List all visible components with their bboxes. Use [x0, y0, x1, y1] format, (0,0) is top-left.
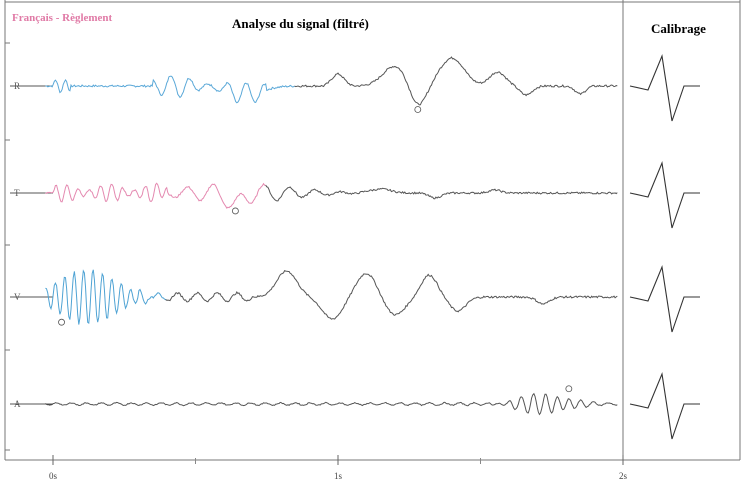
language-links: Français - Règlement [12, 12, 112, 24]
calibration-pulse-V [629, 264, 700, 333]
trace-V [165, 269, 618, 320]
x-tick-label-0: 0s [49, 471, 58, 481]
trace-V-colored [45, 269, 167, 325]
chart-title: Analyse du signal (filtré) [232, 16, 369, 31]
trace-R-colored [45, 75, 295, 104]
trace-R [294, 56, 618, 106]
trace-A-colored [45, 403, 53, 406]
trace-T [265, 184, 618, 202]
calibration-pulse-R [629, 53, 700, 122]
x-tick-label-2: 2s [619, 471, 628, 481]
pick-marker-V [58, 318, 65, 326]
pick-marker-T [231, 207, 239, 215]
link-separator: - [55, 12, 60, 24]
trace-T-colored [45, 182, 266, 209]
trace-A [51, 392, 618, 416]
calibration-title: Calibrage [651, 21, 706, 36]
calibration-pulse-T [629, 160, 700, 229]
pick-marker-R [414, 106, 422, 113]
x-tick-label-1: 1s [334, 471, 343, 481]
link-francais[interactable]: Français [12, 12, 53, 24]
calibration-pulse-A [629, 371, 700, 440]
link-reglement[interactable]: Règlement [62, 12, 113, 24]
pick-marker-A [565, 385, 573, 393]
